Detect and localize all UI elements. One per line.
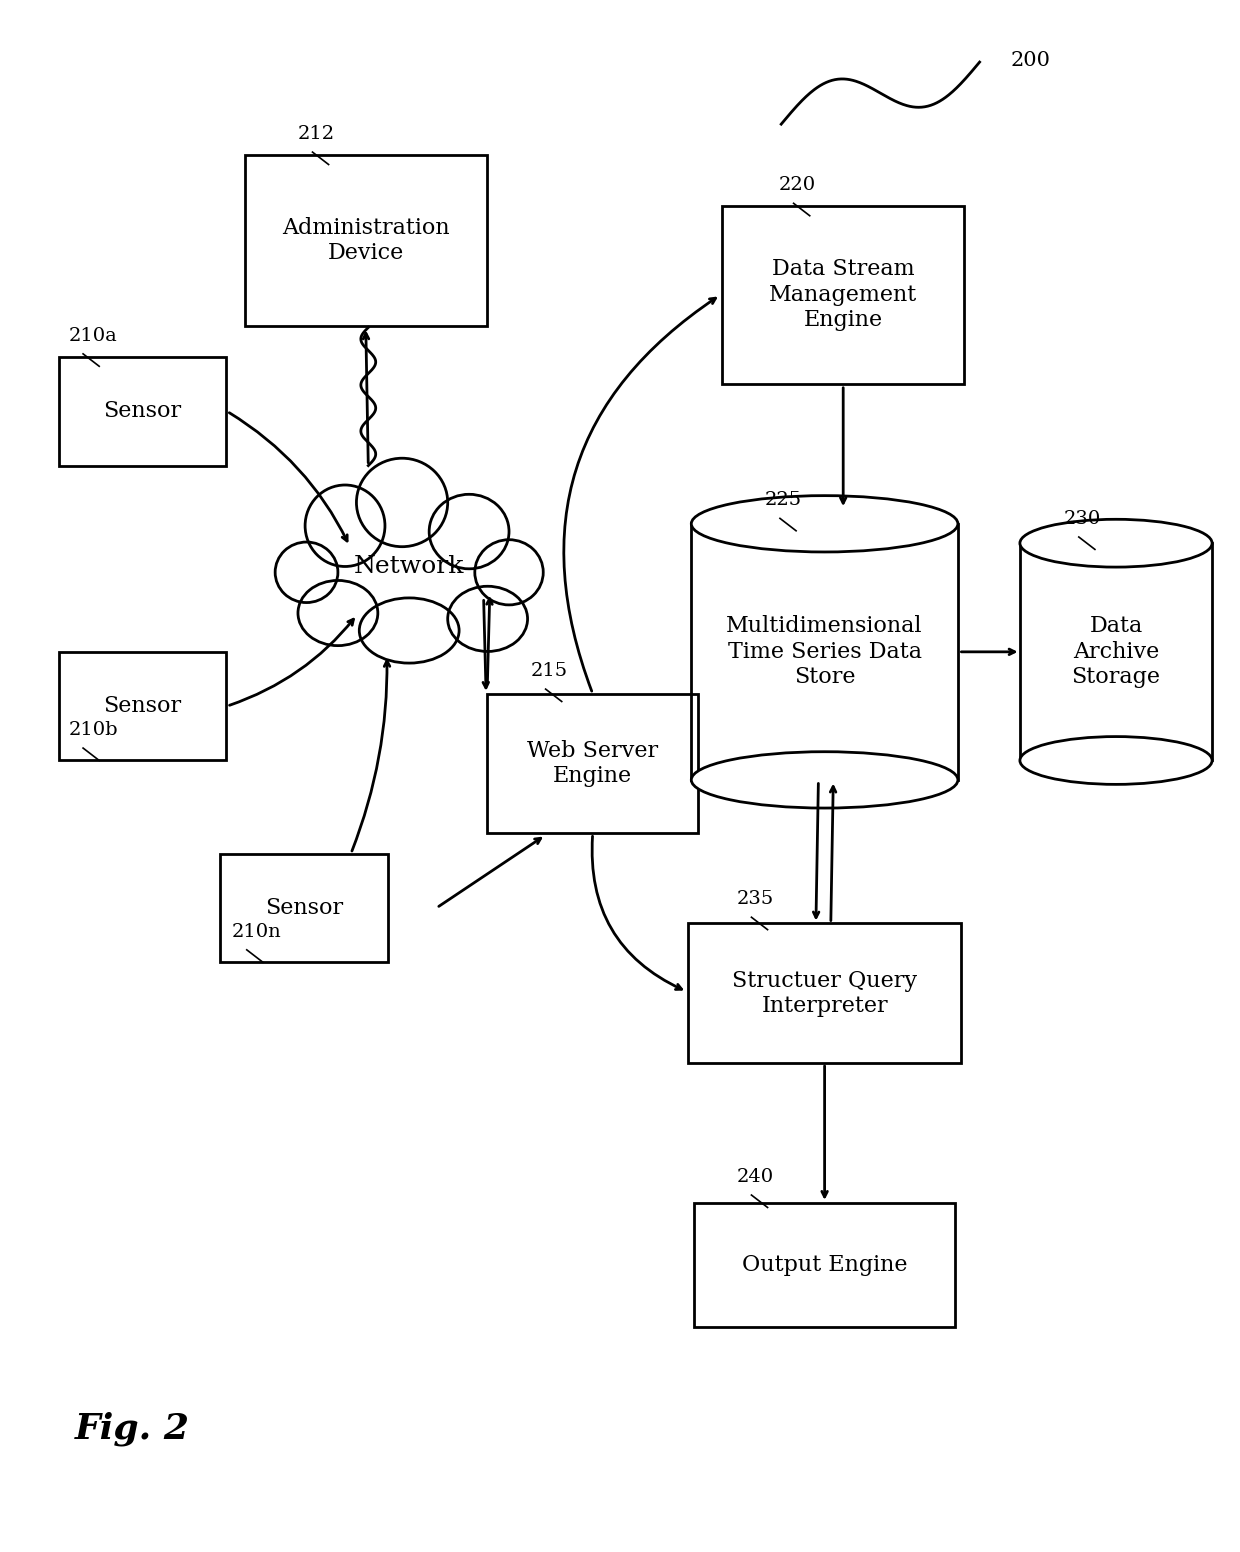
- Text: Fig. 2: Fig. 2: [74, 1412, 190, 1446]
- Ellipse shape: [298, 580, 378, 646]
- FancyBboxPatch shape: [60, 652, 226, 760]
- FancyBboxPatch shape: [688, 923, 961, 1063]
- FancyBboxPatch shape: [244, 155, 486, 326]
- Text: Output Engine: Output Engine: [742, 1254, 908, 1276]
- FancyBboxPatch shape: [694, 1203, 955, 1327]
- Bar: [692, 525, 957, 781]
- Text: 230: 230: [1064, 509, 1101, 528]
- Text: 210a: 210a: [68, 326, 117, 345]
- Text: 200: 200: [1011, 51, 1050, 70]
- Ellipse shape: [692, 751, 959, 809]
- Text: 212: 212: [298, 124, 335, 143]
- Text: Sensor: Sensor: [103, 400, 182, 422]
- FancyBboxPatch shape: [221, 854, 387, 962]
- Ellipse shape: [692, 495, 959, 553]
- Text: 210n: 210n: [232, 922, 281, 941]
- Bar: [1019, 543, 1211, 760]
- Text: Data
Archive
Storage: Data Archive Storage: [1071, 616, 1161, 688]
- FancyBboxPatch shape: [487, 694, 698, 833]
- Ellipse shape: [1019, 520, 1211, 566]
- Ellipse shape: [275, 542, 337, 602]
- Text: Structuer Query
Interpreter: Structuer Query Interpreter: [732, 970, 918, 1017]
- Text: Web Server
Engine: Web Server Engine: [527, 740, 658, 787]
- Text: Administration
Device: Administration Device: [281, 217, 450, 264]
- Text: 220: 220: [779, 175, 816, 194]
- Ellipse shape: [448, 587, 527, 652]
- FancyBboxPatch shape: [722, 205, 965, 383]
- Text: 215: 215: [531, 661, 568, 680]
- Text: 225: 225: [765, 490, 802, 509]
- Text: 210b: 210b: [68, 720, 118, 739]
- Ellipse shape: [429, 495, 510, 570]
- Text: Sensor: Sensor: [103, 695, 182, 717]
- Text: 235: 235: [737, 889, 774, 908]
- Ellipse shape: [1019, 737, 1211, 784]
- Ellipse shape: [356, 458, 448, 546]
- Text: Network: Network: [353, 556, 465, 577]
- Text: Multidimensional
Time Series Data
Store: Multidimensional Time Series Data Store: [727, 616, 923, 688]
- Text: Sensor: Sensor: [264, 897, 343, 919]
- Text: 240: 240: [737, 1167, 774, 1186]
- FancyBboxPatch shape: [60, 357, 226, 466]
- Ellipse shape: [305, 484, 384, 566]
- Ellipse shape: [475, 540, 543, 605]
- Ellipse shape: [360, 598, 459, 663]
- Text: Data Stream
Management
Engine: Data Stream Management Engine: [769, 259, 918, 331]
